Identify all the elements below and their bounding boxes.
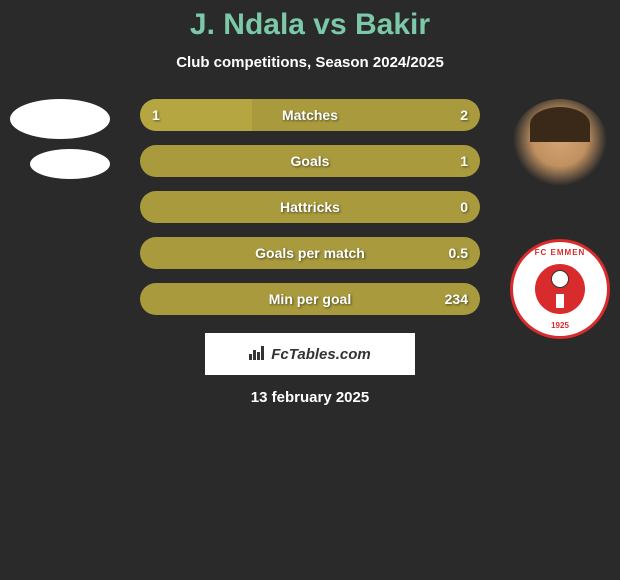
- player-left-avatar-placeholder-2: [30, 149, 110, 179]
- stat-label: Matches: [140, 107, 480, 123]
- stat-bar-matches: 1Matches2: [140, 99, 480, 131]
- stat-bars-container: 1Matches2Goals1Hattricks0Goals per match…: [140, 99, 480, 315]
- stat-right-value: 234: [445, 291, 468, 307]
- player-right-column: FC EMMEN 1925: [510, 99, 610, 339]
- stat-label: Min per goal: [140, 291, 480, 307]
- attribution-box: FcTables.com: [205, 333, 415, 375]
- attribution-text: FcTables.com: [271, 346, 370, 363]
- stat-bar-goals: Goals1: [140, 145, 480, 177]
- season-subtitle: Club competitions, Season 2024/2025: [0, 54, 620, 71]
- club-name-label: FC EMMEN: [535, 248, 586, 257]
- stat-bar-hattricks: Hattricks0: [140, 191, 480, 223]
- stat-right-value: 0: [460, 199, 468, 215]
- player-left-column: [10, 99, 110, 189]
- fc-emmen-badge: FC EMMEN 1925: [510, 239, 610, 339]
- stat-right-value: 0.5: [449, 245, 468, 261]
- stat-label: Goals per match: [140, 245, 480, 261]
- comparison-title: J. Ndala vs Bakir: [0, 8, 620, 42]
- stat-label: Goals: [140, 153, 480, 169]
- stat-right-value: 2: [460, 107, 468, 123]
- player-left-avatar-placeholder-1: [10, 99, 110, 139]
- stat-right-value: 1: [460, 153, 468, 169]
- stat-bar-min-per-goal: Min per goal234: [140, 283, 480, 315]
- stat-bar-goals-per-match: Goals per match0.5: [140, 237, 480, 269]
- club-year-label: 1925: [551, 321, 569, 330]
- main-container: J. Ndala vs Bakir Club competitions, Sea…: [0, 0, 620, 406]
- soccer-ball-icon: [551, 270, 569, 288]
- tower-icon: [556, 294, 564, 308]
- stat-label: Hattricks: [140, 199, 480, 215]
- club-badge-container: FC EMMEN 1925: [510, 239, 610, 339]
- date-label: 13 february 2025: [0, 389, 620, 406]
- player-right-avatar: [510, 99, 610, 199]
- chart-icon: [249, 346, 265, 363]
- stats-section: FC EMMEN 1925 1Matches2Goals1Hattricks0G…: [0, 99, 620, 315]
